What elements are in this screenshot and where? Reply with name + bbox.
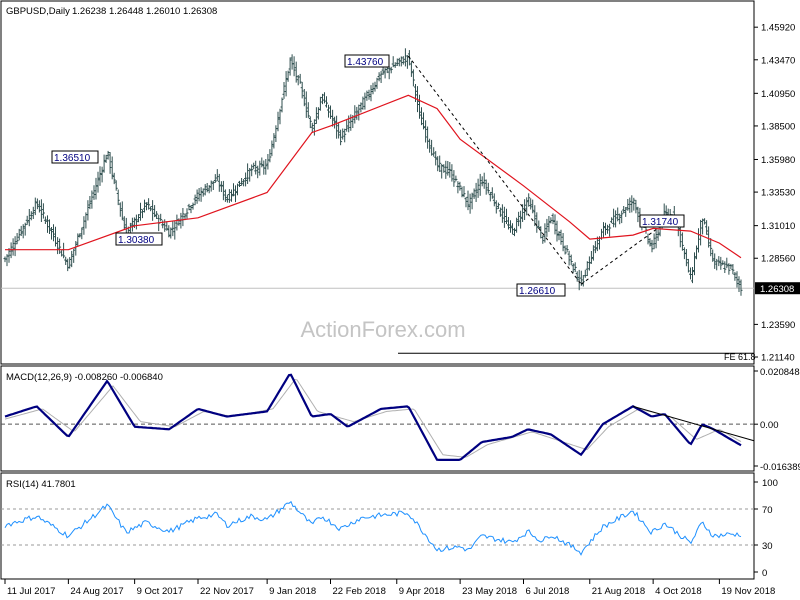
- symbol-label: GBPUSD,Daily: [6, 6, 70, 17]
- time-axis: 11 Jul 2017 24 Aug 2017 9 Oct 2017 22 Nov 2…: [4, 579, 775, 597]
- rsi-axis: 100 70 30 0: [754, 478, 778, 579]
- ohlc-readout: 1.26238 1.26448 1.26010 1.26308: [72, 6, 217, 17]
- time-tick-label: 9 Apr 2018: [399, 586, 445, 597]
- annotation-box-low_2017: [115, 232, 163, 246]
- annotation-low_2017: 1.30380: [118, 235, 155, 246]
- macd-trend-line: [632, 405, 755, 442]
- macd-signal-line: [4, 378, 742, 458]
- price-annotations: 1.43760 1.36510 1.30380 1.26610 1.31740 FE 61…: [51, 54, 756, 362]
- price-tick-label: 1.31010: [761, 221, 795, 232]
- annotation-low_aug: 1.26610: [519, 286, 556, 297]
- price-tick-label: 1.38500: [761, 121, 795, 132]
- time-tick-label: 6 Jul 2018: [526, 586, 570, 597]
- time-tick-label: 11 Jul 2017: [7, 586, 55, 597]
- price-tick-label: 1.35980: [761, 155, 795, 166]
- macd-tick-label: 0.00: [760, 420, 779, 431]
- time-tick-label: 22 Feb 2018: [333, 586, 386, 597]
- price-tick-label: 1.45920: [761, 23, 795, 34]
- annotation-high_2017: 1.36510: [54, 153, 91, 164]
- price-panel-frame: [0, 0, 755, 365]
- price-tick-label: 1.33530: [761, 188, 795, 199]
- price-tick-label: 1.40950: [761, 89, 795, 100]
- rsi-tick-label: 100: [762, 478, 778, 489]
- annotation-box-high_2018: [344, 54, 390, 68]
- annotation-box-low_aug: [516, 283, 566, 297]
- macd-tick-label: 0.020848: [760, 367, 800, 378]
- watermark: ActionForex.com: [300, 317, 465, 342]
- rsi-tick-label: 70: [762, 505, 773, 516]
- macd-axis: 0.020848 0.00 -0.016389: [754, 367, 800, 473]
- macd-tick-label: -0.016389: [760, 462, 800, 473]
- macd-trendline: [632, 405, 755, 442]
- price-tick-label: 1.21140: [761, 353, 795, 364]
- rsi-panel-frame: [0, 472, 755, 580]
- time-tick-label: 19 Nov 2018: [721, 586, 775, 597]
- annotation-high_sep: 1.31740: [642, 217, 679, 228]
- rsi-tick-label: 30: [762, 541, 773, 552]
- price-tick-label: 1.43470: [761, 55, 795, 66]
- time-tick-label: 9 Oct 2017: [137, 586, 183, 597]
- price-tick-label: 1.23590: [761, 320, 795, 331]
- last-price-label: 1.26308: [760, 284, 794, 295]
- time-tick-label: 9 Jan 2018: [269, 586, 316, 597]
- time-tick-label: 4 Oct 2018: [655, 586, 701, 597]
- macd-line: [4, 373, 742, 461]
- fibo-trend-down: [407, 55, 582, 285]
- time-tick-label: 24 Aug 2017: [70, 586, 123, 597]
- time-tick-label: 23 May 2018: [462, 586, 517, 597]
- macd-panel-frame: [0, 365, 755, 472]
- rsi-title: RSI(14) 41.7801: [6, 479, 76, 490]
- rsi-tick-label: 0: [762, 568, 767, 579]
- fe-label: FE 61.8: [724, 352, 756, 362]
- rsi-line: [4, 500, 742, 556]
- time-tick-label: 22 Nov 2017: [200, 586, 254, 597]
- price-tick-label: 1.28560: [761, 254, 795, 265]
- last-price-box: [755, 282, 800, 295]
- time-tick-label: 21 Aug 2018: [592, 586, 645, 597]
- price-axis: 1.45920 1.43470 1.40950 1.38500 1.35980 1.335…: [754, 23, 800, 364]
- price-bars: [3, 48, 743, 296]
- annotation-high_2018: 1.43760: [347, 57, 384, 68]
- macd-title: MACD(12,26,9) -0.008260 -0.006840: [6, 372, 163, 383]
- annotation-box-high_2017: [51, 150, 99, 164]
- panel-frames: [0, 0, 755, 580]
- moving-average-line: [5, 94, 742, 259]
- price-reference-lines: [1, 287, 754, 354]
- annotation-box-high_sep: [639, 214, 685, 228]
